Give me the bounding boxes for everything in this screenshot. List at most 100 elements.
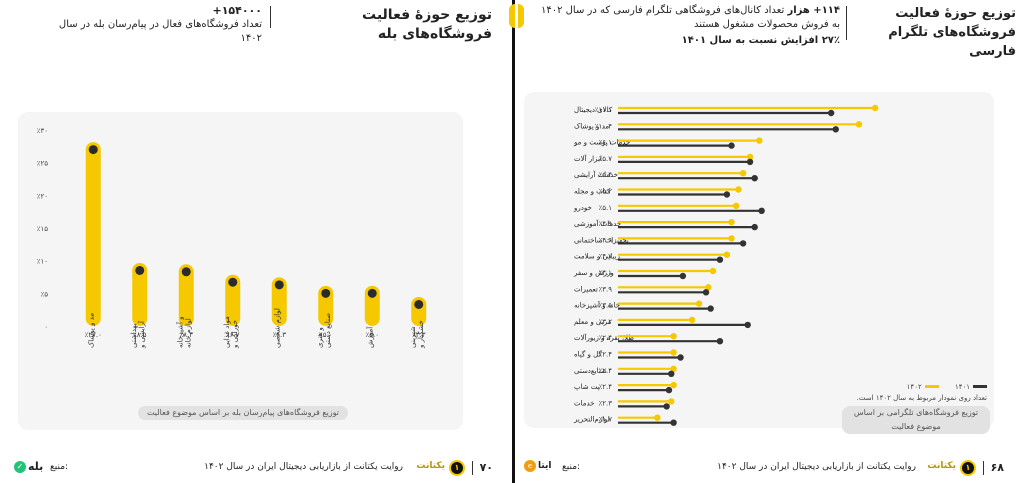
category-label: خدمات آموزشی <box>574 219 621 228</box>
series-1402-marker <box>728 235 735 242</box>
series-1401-marker <box>679 272 687 280</box>
category-label: پت شاپ <box>574 383 600 391</box>
value-label: ٪۲.۴ <box>598 334 612 342</box>
series-1401-marker <box>751 175 758 182</box>
value-label: ٪۳.۳ <box>412 331 426 339</box>
category-label-line: آرایشی و <box>137 320 146 349</box>
source-label: منبع: <box>50 462 69 472</box>
series-1402-marker <box>654 414 661 421</box>
bar-marker <box>228 277 238 287</box>
bar-marker <box>321 288 331 298</box>
series-1401-marker <box>746 158 754 166</box>
category-label-line: مواد غذایی <box>223 316 231 348</box>
series-1402-marker <box>688 316 696 324</box>
category-label-line: صنایع دستی <box>324 313 332 348</box>
category-label: ابزار آلات <box>574 154 602 163</box>
y-tick-label: ۰ <box>44 323 48 331</box>
category-label-line: بهداشتی <box>130 323 138 348</box>
value-label: ٪۴.۹ <box>598 220 612 228</box>
horizontal-bar-chart: کالای دیجیتال٪۱۱.۱ مد و پوشاک٪۱۰.۴ خدمات پ… <box>573 104 879 426</box>
category-label-line: و هنری <box>316 327 324 348</box>
y-tick-label: ٪۲۵ <box>37 160 49 168</box>
left-page: توزیع حوزهٔ فعالیت فروشگاه‌های بله ۱۵۴۰۰… <box>14 0 515 483</box>
category-label: مد و پوشاک <box>574 122 609 130</box>
page-number: ۷۰ <box>479 461 493 474</box>
series-1401-marker <box>665 386 673 394</box>
title-accent <box>518 4 524 28</box>
value-label: ٪۲.۳ <box>598 399 612 407</box>
series-1402-marker <box>670 333 677 340</box>
series-1402-marker <box>670 365 677 372</box>
stat-value: ۱۵۴۰۰۰+ <box>212 4 262 17</box>
series-1401-marker <box>716 338 724 345</box>
category-label: آموزش <box>365 326 374 348</box>
series-1402-marker <box>670 381 677 389</box>
value-label: ٪۲۷.۰ <box>85 331 102 339</box>
footer-divider <box>983 461 984 475</box>
bar-marker <box>181 267 191 277</box>
series-1402-marker <box>723 251 731 258</box>
bar <box>225 274 241 326</box>
category-label: خدمات پوست و مو <box>573 139 630 147</box>
series-1402-marker <box>735 186 742 193</box>
series-1402-marker <box>855 121 863 128</box>
footer-text: روایت یکتانت از بازاریابی دیجیتال ایران … <box>717 462 916 472</box>
category-label-line: مد و پوشاک <box>87 313 95 348</box>
growth-note: ۲۷٪ افزایش نسبت به سال ۱۴۰۱ <box>681 35 840 46</box>
series-1402-marker <box>756 137 763 144</box>
chart-caption: توزیع فروشگاه‌های تلگرامی بر اساس موضوع … <box>842 406 990 434</box>
stat-value: ۱۱۴+ هزار <box>787 5 840 16</box>
category-label-line: لوازم شخصی <box>273 308 281 348</box>
series-1401-marker <box>744 321 751 329</box>
series-1401-marker <box>723 191 731 198</box>
value-label: ٪۵.۱ <box>598 204 612 212</box>
value-label: ٪۵.۷ <box>598 155 612 163</box>
source-label: منبع: <box>562 462 581 472</box>
series-1402-marker <box>668 398 675 405</box>
y-tick-label: ٪۱۵ <box>37 225 49 233</box>
value-label: ٪۲.۴ <box>598 383 612 391</box>
category-label: مد و پوشاک <box>87 313 95 348</box>
value-label: ٪۱.۷ <box>598 416 612 424</box>
category-label: صنایع‌دستی <box>574 367 607 375</box>
y-tick-label: ٪۳۰ <box>37 127 48 135</box>
stat-text: تعداد کانال‌های فروشگاهی تلگرام فارسی که… <box>540 5 840 30</box>
category-label: تعمیرات <box>574 285 598 293</box>
category-label: ورزش و سفر <box>573 269 614 277</box>
value-label: ٪۸.۵ <box>133 331 147 339</box>
category-label-line: و آشپزخانه <box>175 316 184 348</box>
bar <box>318 285 334 326</box>
series-1401-marker <box>728 142 735 149</box>
series-1402-marker <box>670 349 677 356</box>
series-1402-marker <box>695 300 703 307</box>
category-label-line: خشکبار و <box>417 320 425 349</box>
category-label: لوازم‌التحریر <box>573 416 610 424</box>
title-divider <box>270 6 271 28</box>
title-line-2: فروشگاه‌های تلگرام فارسی <box>888 25 1016 59</box>
series-1401-marker <box>668 370 675 377</box>
brand-logo-icon: ۱ <box>960 460 976 476</box>
bale-logo-icon: ✓ بله <box>14 460 43 473</box>
source-name: بله <box>28 460 44 473</box>
series-1402-marker <box>728 218 735 226</box>
title-divider <box>846 6 847 40</box>
bar <box>271 277 287 326</box>
value-label: ٪۵.۴ <box>598 171 612 179</box>
vertical-bar-chart: ٪۳۰ ٪۲۵ ٪۲۰ ٪۱۵ ٪۱۰ ٪۵ ۰ ٪۲۷.۰مد و پوشاک ٪۸.۵آرا… <box>37 127 427 349</box>
footer: منبع: e ایتا ۶۸ ۱ یکتانت روایت یکتانت از… <box>518 453 1024 483</box>
footer-divider <box>472 461 473 475</box>
category-label: لوازم شخصی <box>273 308 281 348</box>
bar-marker <box>414 299 424 309</box>
chart-legend: ۱۴۰۱ ۱۴۰۲ تعداد روی نمودار مربوط به سال … <box>852 382 987 402</box>
source-name: ایتا <box>538 461 552 471</box>
value-label: ٪۱۰.۴ <box>595 122 613 130</box>
bar-marker <box>88 145 98 155</box>
series-1401-marker <box>677 354 684 361</box>
series-1401-marker <box>827 109 835 117</box>
series-1401-marker <box>716 256 724 263</box>
value-label: ٪۶.۳ <box>272 331 286 339</box>
